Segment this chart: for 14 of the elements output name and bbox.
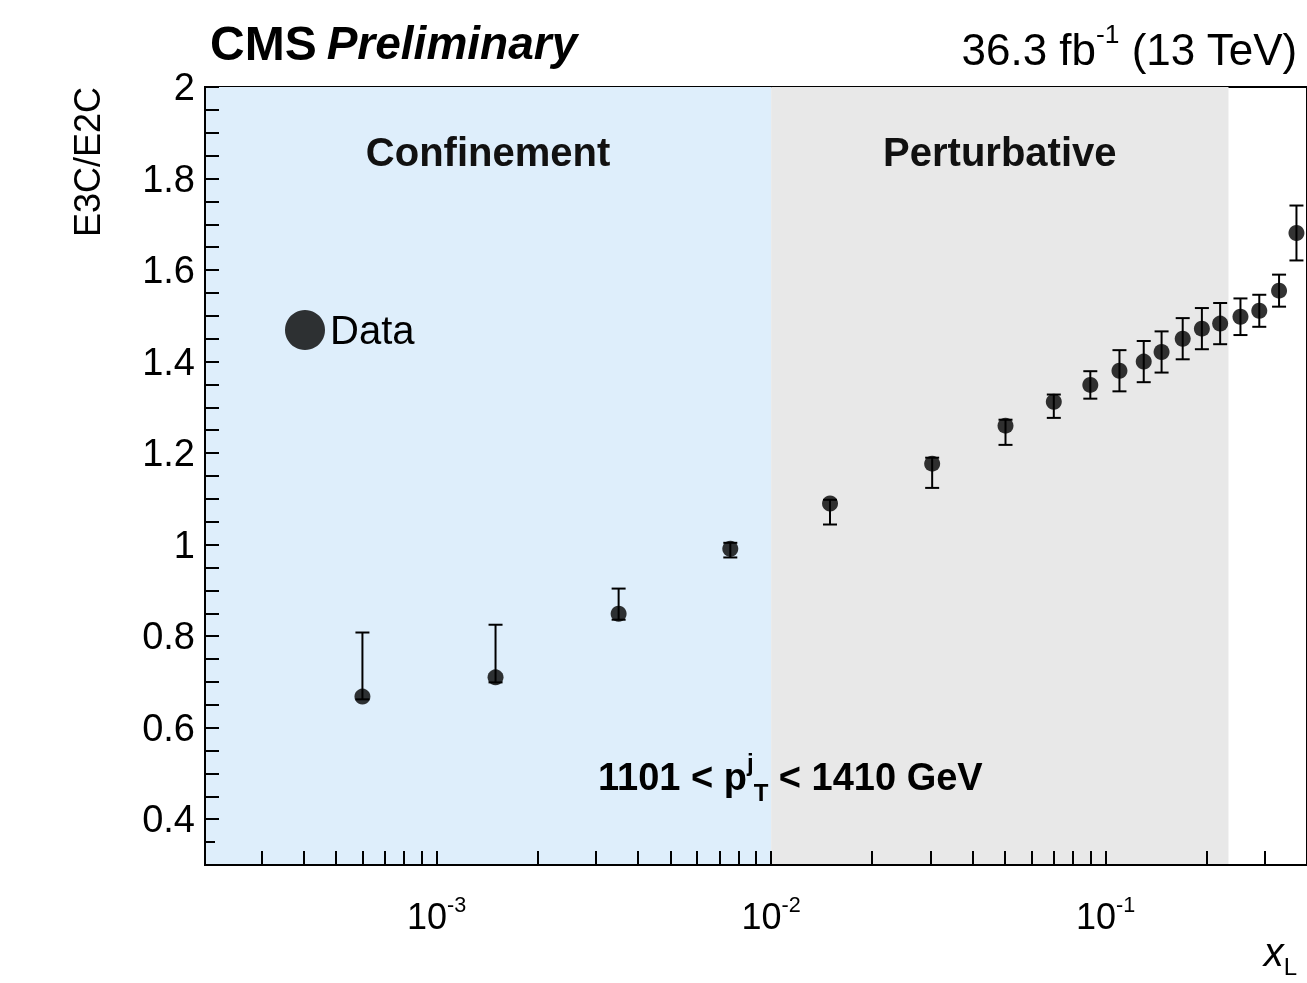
y-tick-label: 0.8 [142, 615, 195, 658]
y-tick-label: 1.4 [142, 340, 195, 383]
y-tick-label: 2 [173, 66, 195, 108]
y-tick-label: 1.8 [142, 157, 195, 200]
y-tick-label: 0.6 [142, 706, 195, 749]
y-tick-label: 1 [173, 523, 195, 566]
band-label: Perturbative [883, 130, 1117, 174]
band-label: Confinement [365, 130, 611, 174]
y-tick-label: 0.4 [142, 798, 195, 841]
y-axis-title: E3C/E2C [66, 87, 108, 238]
chart-title: CMS Preliminary [210, 16, 580, 70]
legend-label: Data [330, 308, 416, 352]
y-tick-label: 1.6 [142, 249, 195, 292]
y-tick-label: 1.2 [142, 432, 195, 475]
